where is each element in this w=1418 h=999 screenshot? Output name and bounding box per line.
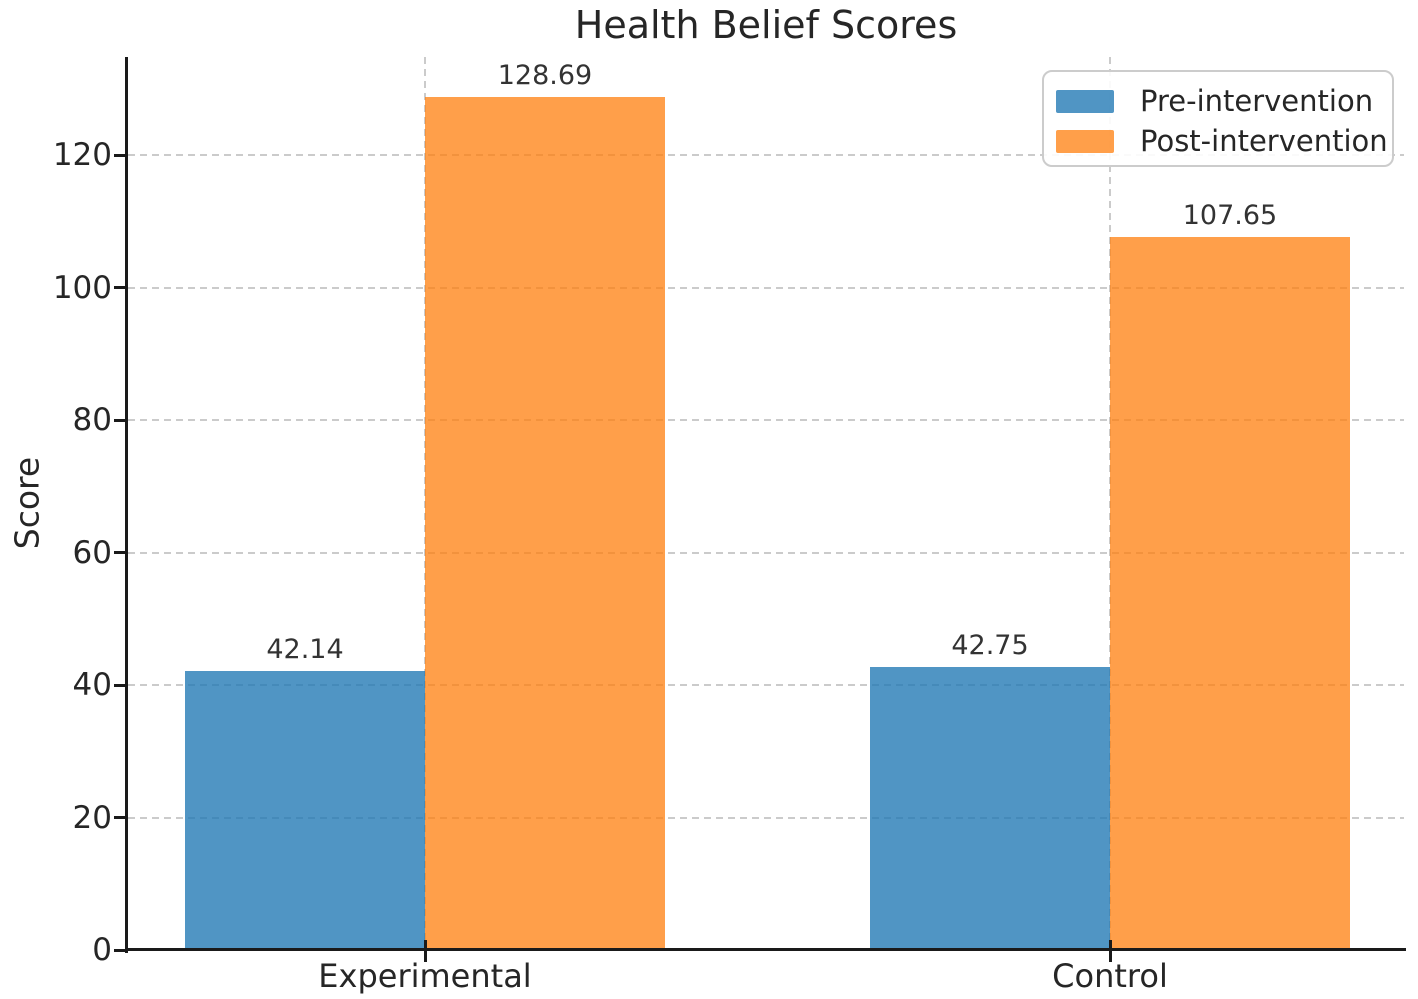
grid-line-h-120	[128, 154, 1404, 157]
bar-value-label-post-intervention-experimental: 128.69	[497, 60, 593, 92]
y-tick-label-0: 0	[92, 932, 112, 968]
legend-item-pre-intervention: Pre-intervention	[1044, 81, 1392, 121]
y-tick-mark-100	[114, 286, 126, 290]
y-axis-spine	[125, 57, 128, 953]
x-tick-mark-experimental	[423, 940, 427, 962]
grid-line-h-100	[128, 286, 1404, 289]
y-tick-mark-80	[114, 418, 126, 422]
x-axis-spine	[125, 948, 1406, 951]
y-tick-label-120: 120	[52, 137, 112, 174]
plot-area: 42.14 42.75 128.69 107.65	[128, 57, 1404, 950]
grid-line-h-40	[128, 684, 1404, 686]
y-tick-mark-40	[114, 683, 126, 687]
legend-swatch-pre-intervention	[1056, 89, 1114, 113]
y-tick-mark-0	[114, 948, 126, 952]
bar-value-label-pre-intervention-control: 42.75	[951, 629, 1029, 661]
legend: Pre-intervention Post-intervention	[1042, 70, 1394, 167]
bar-post-intervention-control	[1110, 236, 1350, 950]
x-tick-label-experimental: Experimental	[318, 957, 532, 995]
legend-label-post-intervention: Post-intervention	[1140, 124, 1388, 158]
y-tick-label-40: 40	[72, 667, 112, 703]
y-tick-mark-60	[114, 551, 126, 555]
y-tick-mark-20	[114, 816, 126, 819]
y-tick-mark-120	[114, 153, 126, 157]
bar-value-label-pre-intervention-experimental: 42.14	[266, 633, 344, 665]
legend-item-post-intervention: Post-intervention	[1044, 121, 1392, 161]
grid-line-h-80	[128, 419, 1404, 422]
x-tick-label-control: Control	[1052, 957, 1168, 995]
bar-pre-intervention-experimental	[185, 670, 425, 950]
y-tick-label-20: 20	[72, 799, 112, 836]
chart-title: Health Belief Scores	[574, 3, 958, 47]
x-tick-mark-control	[1108, 940, 1112, 962]
y-tick-label-100: 100	[52, 269, 112, 306]
bar-value-label-post-intervention-control: 107.65	[1182, 199, 1278, 231]
grid-line-h-20	[128, 816, 1404, 819]
legend-swatch-post-intervention	[1056, 129, 1114, 153]
bar-pre-intervention-control	[870, 666, 1110, 950]
legend-label-pre-intervention: Pre-intervention	[1140, 84, 1374, 118]
bar-post-intervention-experimental	[425, 97, 665, 950]
grid-line-h-60	[128, 551, 1404, 554]
y-tick-label-80: 80	[72, 402, 112, 439]
y-tick-label-60: 60	[72, 534, 112, 571]
